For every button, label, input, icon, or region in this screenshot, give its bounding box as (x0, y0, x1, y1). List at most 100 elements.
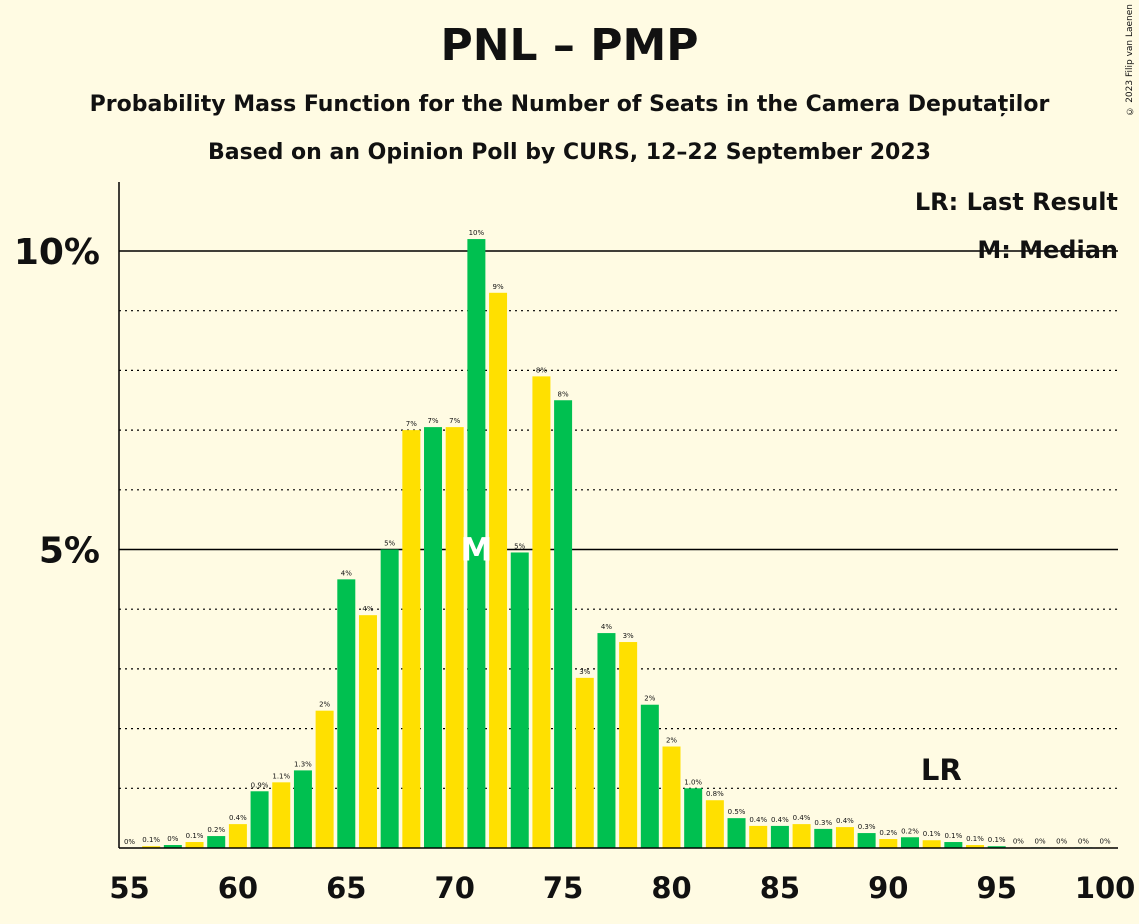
x-tick-label: 60 (218, 871, 258, 905)
bar-label: 4% (362, 605, 373, 613)
bar-label: 0.3% (814, 819, 832, 827)
bar-seat-86 (792, 824, 811, 848)
bars (142, 239, 1115, 848)
bar-seat-78 (619, 642, 638, 848)
bar-label: 1.0% (684, 778, 702, 786)
bar-seat-76 (575, 677, 594, 848)
bar-label: 5% (514, 542, 525, 550)
x-tick-label: 80 (651, 871, 691, 905)
bar-label: 0.3% (858, 823, 876, 831)
bar-seat-80 (662, 746, 681, 848)
bar-seat-67 (380, 549, 399, 848)
y-tick-label: 10% (14, 232, 100, 273)
bar-seat-60 (228, 824, 247, 848)
bar-seat-69 (424, 427, 443, 848)
bar-label: 0.4% (749, 816, 767, 824)
bar-label: 0.4% (771, 816, 789, 824)
bar-seat-88 (835, 827, 854, 848)
bar-label: 0% (1013, 837, 1024, 845)
bar-seat-75 (554, 400, 573, 848)
bar-seat-59 (207, 836, 226, 848)
bar-label: 3% (579, 668, 590, 676)
bar-seat-66 (358, 615, 377, 848)
bar-seat-85 (770, 825, 789, 848)
bar-label: 0.1% (186, 832, 204, 840)
markers: M LR (460, 530, 961, 787)
bar-label: 1.3% (294, 760, 312, 768)
x-tick-label: 95 (977, 871, 1017, 905)
bar-seat-74 (532, 376, 551, 848)
chart-subtitle-1: Probability Mass Function for the Number… (89, 92, 1050, 117)
x-tick-label: 85 (760, 871, 800, 905)
bar-seat-72 (489, 292, 508, 848)
x-tick-label: 100 (1075, 871, 1136, 905)
bar-label: 2% (319, 701, 330, 709)
bar-seat-93 (944, 842, 963, 848)
bar-seat-90 (879, 839, 898, 848)
bar-seat-68 (402, 430, 421, 848)
bar-seat-92 (922, 840, 941, 848)
y-tick-label: 5% (39, 531, 100, 572)
x-tick-label: 70 (435, 871, 475, 905)
bar-seat-61 (250, 791, 269, 848)
bar-seat-79 (640, 704, 659, 848)
axes (118, 182, 1118, 849)
bar-label: 10% (469, 229, 485, 237)
y-tick-labels: 5% 10% (14, 232, 100, 572)
bar-seat-95 (987, 846, 1006, 848)
bar-label: 2% (644, 695, 655, 703)
bar-seat-84 (749, 825, 768, 848)
bar-seat-94 (966, 845, 985, 848)
bar-seat-81 (684, 788, 703, 848)
bar-seat-91 (900, 837, 919, 848)
bar-seat-63 (293, 770, 312, 848)
chart-title: PNL – PMP (440, 20, 699, 71)
bar-label: 5% (384, 540, 395, 548)
bar-label: 0.9% (251, 781, 269, 789)
bar-label: 0% (124, 838, 135, 846)
bar-label: 1.1% (272, 772, 290, 780)
last-result-marker: LR (921, 753, 962, 787)
legend-median: M: Median (977, 236, 1118, 264)
x-tick-label: 75 (543, 871, 583, 905)
bar-label: 4% (341, 569, 352, 577)
bar-label: 0.2% (207, 826, 225, 834)
grid-lines (119, 250, 1118, 789)
bar-label: 0.5% (728, 808, 746, 816)
bar-label: 2% (666, 737, 677, 745)
bar-label: 0% (1078, 837, 1089, 845)
bar-seat-77 (597, 633, 616, 848)
bar-label: 7% (406, 420, 417, 428)
bar-seat-62 (272, 782, 291, 848)
bar-label: 4% (601, 623, 612, 631)
bar-label: 0.1% (966, 835, 984, 843)
bar-seat-70 (445, 427, 464, 848)
bar-label: 0.2% (901, 827, 919, 835)
bar-labels: 0% 0.1% 0% 0.1%0.2%0.4%0.9%1.1%1.3%2%4%4%5%… (124, 229, 1111, 846)
bar-label: 0% (1056, 837, 1067, 845)
bar-label: 0.4% (793, 814, 811, 822)
bar-seat-64 (315, 710, 334, 848)
bar-label: 0.1% (988, 836, 1006, 844)
bar-label: 7% (449, 417, 460, 425)
bar-label: 0.8% (706, 790, 724, 798)
bar-label: 3% (623, 632, 634, 640)
bar-seat-57 (163, 845, 182, 848)
bar-seat-83 (727, 818, 746, 848)
bar-seat-65 (337, 579, 356, 848)
bar-label: 0% (1100, 837, 1111, 845)
x-tick-label: 90 (868, 871, 908, 905)
bar-label: 8% (558, 390, 569, 398)
bar-label: 0.4% (836, 817, 854, 825)
bar-label: 0% (1035, 837, 1046, 845)
x-tick-labels: 55 60 65 70 75 80 85 90 95 100 (109, 871, 1135, 905)
x-tick-label: 65 (326, 871, 366, 905)
bar-label: 0.2% (879, 829, 897, 837)
bar-label: 7% (427, 417, 438, 425)
bar-label: 0.1% (142, 836, 160, 844)
bar-label: 9% (493, 283, 504, 291)
x-tick-label: 55 (109, 871, 149, 905)
bar-seat-56 (142, 846, 161, 848)
bar-label: 0.1% (944, 832, 962, 840)
